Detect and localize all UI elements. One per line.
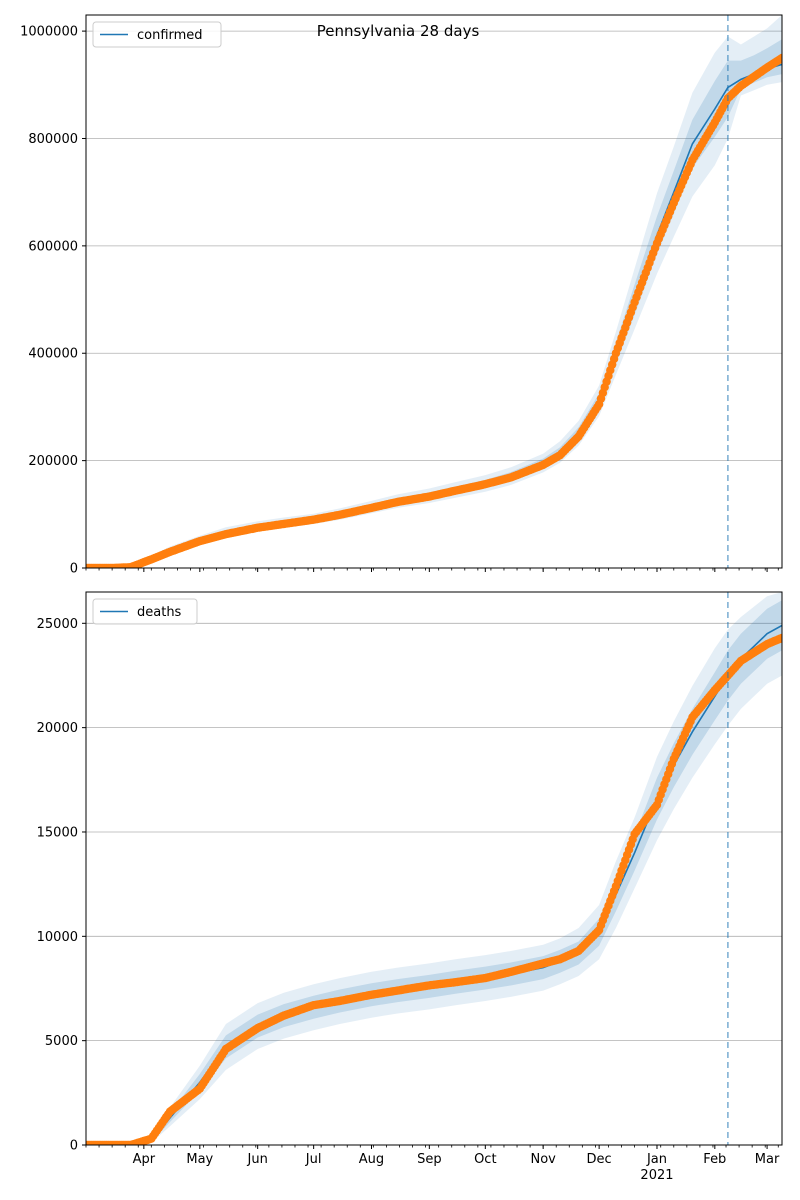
y-tick-label: 25000 xyxy=(37,617,78,632)
x-tick-label: Sep xyxy=(417,1152,442,1167)
y-tick-label: 1000000 xyxy=(20,25,78,40)
plot-area xyxy=(86,592,782,1145)
chart-panel-2: 0 5000 10000 15000 20000 25000 Apr May Jun Jul Aug… xyxy=(37,591,783,1183)
x-tick-label: Feb xyxy=(703,1152,726,1167)
uncertainty-band xyxy=(86,15,782,568)
x-year-label: 2021 xyxy=(640,1168,673,1183)
legend-label: confirmed xyxy=(137,28,203,43)
x-tick-label: Oct xyxy=(474,1152,496,1167)
chart-title: Pennsylvania 28 days xyxy=(317,22,480,40)
x-tick-label: Nov xyxy=(530,1152,556,1167)
x-tick-label: Jun xyxy=(247,1152,268,1167)
legend-label: deaths xyxy=(137,605,182,620)
y-tick-label: 10000 xyxy=(37,930,78,945)
y-tick-label: 15000 xyxy=(37,825,78,840)
observed-point xyxy=(777,633,782,643)
legend-box xyxy=(92,21,222,48)
plot-area xyxy=(86,15,782,568)
observed-point xyxy=(777,53,782,63)
uncertainty-band xyxy=(86,39,782,568)
legend-box xyxy=(92,598,198,625)
y-tick-label: 0 xyxy=(70,562,78,577)
y-tick-label: 400000 xyxy=(28,347,78,362)
uncertainty-band xyxy=(86,592,782,1145)
axes-frame xyxy=(85,14,783,569)
x-tick-label: Jan xyxy=(646,1152,667,1167)
model-line xyxy=(86,624,782,1145)
legend: confirmed xyxy=(92,21,222,48)
x-tick-label: Mar xyxy=(755,1152,780,1167)
x-tick-label: Apr xyxy=(133,1152,156,1167)
y-tick-label: 0 xyxy=(70,1139,78,1154)
y-tick-label: 200000 xyxy=(28,454,78,469)
axes-frame xyxy=(85,591,783,1146)
x-tick-label: Aug xyxy=(359,1152,384,1167)
y-tick-label: 20000 xyxy=(37,721,78,736)
uncertainty-band xyxy=(86,600,782,1145)
x-tick-label: Dec xyxy=(587,1152,612,1167)
y-tick-label: 600000 xyxy=(28,239,78,254)
y-tick-label: 800000 xyxy=(28,132,78,147)
x-tick-label: Jul xyxy=(305,1152,322,1167)
y-tick-label: 5000 xyxy=(45,1034,78,1049)
x-tick-label: May xyxy=(186,1152,213,1167)
legend: deaths xyxy=(92,598,198,625)
chart-panel-1: 0 200000 400000 600000 800000 1000000 Pennsylv… xyxy=(20,14,783,577)
